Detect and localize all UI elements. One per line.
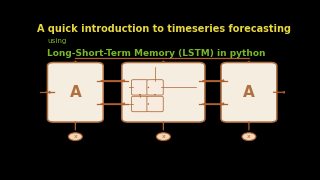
Circle shape [242,133,256,141]
Circle shape [68,133,82,141]
FancyBboxPatch shape [132,80,148,95]
FancyBboxPatch shape [122,62,205,122]
Circle shape [156,133,170,141]
Text: Long-Short-Term Memory (LSTM) in python: Long-Short-Term Memory (LSTM) in python [47,49,266,58]
Text: x: x [162,134,165,139]
FancyBboxPatch shape [221,62,277,122]
Text: x: x [247,134,251,139]
Text: A quick introduction to timeseries forecasting: A quick introduction to timeseries forec… [37,24,291,34]
FancyBboxPatch shape [147,80,163,95]
FancyBboxPatch shape [47,62,103,122]
FancyBboxPatch shape [147,96,163,112]
Text: using: using [47,38,67,44]
FancyBboxPatch shape [132,96,148,112]
Text: x: x [74,134,77,139]
Text: A: A [69,85,81,100]
Text: A: A [243,85,255,100]
